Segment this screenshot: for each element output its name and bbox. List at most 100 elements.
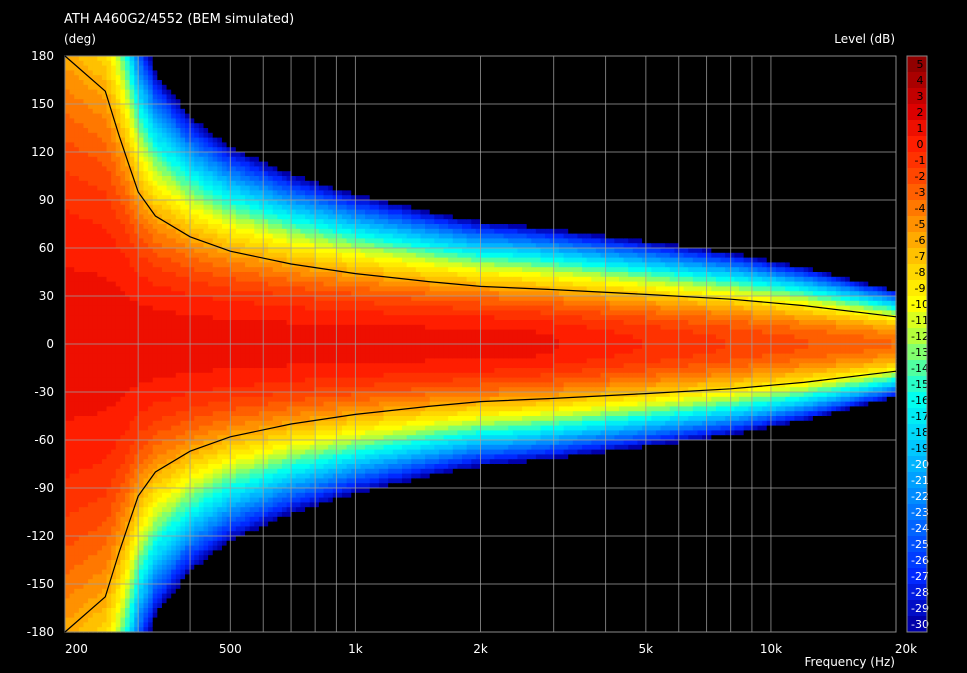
heatmap-cell (138, 440, 145, 446)
heatmap-cell (92, 228, 98, 235)
heatmap-cell (92, 363, 98, 369)
heatmap-cell (111, 65, 117, 71)
heatmap-cell (166, 377, 172, 383)
heatmap-cell (78, 200, 85, 206)
heatmap-cell (120, 214, 126, 220)
heatmap-cell (161, 435, 168, 441)
heatmap-cell (194, 430, 200, 436)
heatmap-cell (92, 185, 98, 191)
heatmap-cell (249, 200, 255, 206)
heatmap-cell (129, 185, 135, 191)
heatmap-cell (88, 315, 94, 321)
heatmap-cell (194, 180, 200, 187)
heatmap-cell (92, 108, 98, 115)
heatmap-cell (185, 291, 191, 297)
heatmap-cell (152, 84, 158, 91)
heatmap-cell (226, 166, 232, 172)
heatmap-cell (245, 545, 251, 551)
heatmap-cell (226, 579, 232, 585)
heatmap-cell (212, 416, 218, 422)
heatmap-cell (212, 588, 218, 595)
heatmap-cell (198, 512, 205, 518)
heatmap-cell (249, 444, 255, 451)
heatmap-cell (235, 204, 242, 211)
heatmap-cell (166, 574, 172, 580)
heatmap-cell (138, 315, 145, 321)
heatmap-cell (152, 449, 158, 455)
heatmap-cell (203, 156, 209, 163)
heatmap-cell (157, 531, 163, 537)
heatmap-cell (115, 291, 121, 297)
heatmap-cell (208, 137, 214, 143)
heatmap-cell (240, 224, 246, 230)
heatmap-cell (249, 468, 255, 475)
heatmap-cell (106, 579, 112, 585)
heatmap-cell (194, 118, 200, 124)
heatmap-cell (152, 593, 158, 599)
heatmap-cell (125, 296, 131, 302)
heatmap-cell (157, 540, 163, 547)
heatmap-cell (106, 420, 112, 427)
heatmap-cell (97, 99, 103, 105)
heatmap-cell (203, 521, 209, 527)
heatmap-cell (194, 406, 200, 412)
heatmap-cell (185, 65, 191, 71)
heatmap-cell (203, 276, 209, 283)
heatmap-cell (203, 166, 209, 172)
heatmap-cell (245, 411, 251, 417)
heatmap-cell (180, 300, 186, 307)
heatmap-cell (138, 180, 145, 187)
heatmap-cell (231, 512, 237, 518)
heatmap-cell (120, 243, 126, 249)
heatmap-cell (240, 147, 246, 153)
heatmap-cell (166, 104, 172, 110)
heatmap-cell (134, 315, 140, 321)
heatmap-cell (92, 75, 98, 81)
heatmap-cell (65, 137, 71, 143)
heatmap-cell (185, 315, 191, 321)
heatmap-cell (185, 492, 191, 499)
heatmap-cell (78, 459, 85, 465)
heatmap-cell (101, 382, 108, 388)
heatmap-cell (208, 507, 214, 513)
heatmap-cell (180, 209, 186, 215)
heatmap-cell (221, 70, 228, 76)
heatmap-cell (226, 132, 232, 139)
heatmap-cell (92, 497, 98, 503)
heatmap-cell (138, 574, 145, 580)
heatmap-cell (221, 334, 228, 340)
heatmap-cell (88, 392, 94, 398)
heatmap-cell (161, 276, 168, 283)
heatmap-cell (249, 574, 255, 580)
heatmap-cell (161, 593, 168, 599)
heatmap-cell (65, 65, 71, 71)
heatmap-cell (166, 152, 172, 158)
heatmap-cell (180, 358, 186, 364)
heatmap-cell (106, 128, 112, 134)
heatmap-cell (198, 262, 205, 268)
heatmap-cell (78, 603, 85, 609)
heatmap-cell (115, 104, 121, 110)
heatmap-cell (198, 560, 205, 566)
heatmap-cell (217, 536, 223, 542)
heatmap-cell (92, 257, 98, 263)
heatmap-cell (148, 185, 154, 191)
heatmap-cell (212, 262, 218, 268)
heatmap-cell (217, 584, 223, 590)
heatmap-cell (111, 291, 117, 297)
heatmap-cell (88, 560, 94, 566)
heatmap-cell (212, 531, 218, 537)
heatmap-cell (101, 555, 108, 561)
heatmap-cell (203, 579, 209, 585)
heatmap-cell (161, 257, 168, 263)
heatmap-cell (203, 396, 209, 403)
heatmap-cell (138, 454, 145, 460)
heatmap-cell (120, 89, 126, 95)
heatmap-cell (198, 401, 205, 407)
heatmap-cell (240, 368, 246, 374)
heatmap-cell (111, 190, 117, 196)
heatmap-cell (185, 156, 191, 163)
heatmap-cell (115, 310, 121, 316)
heatmap-cell (208, 262, 214, 268)
heatmap-cell (249, 190, 255, 196)
